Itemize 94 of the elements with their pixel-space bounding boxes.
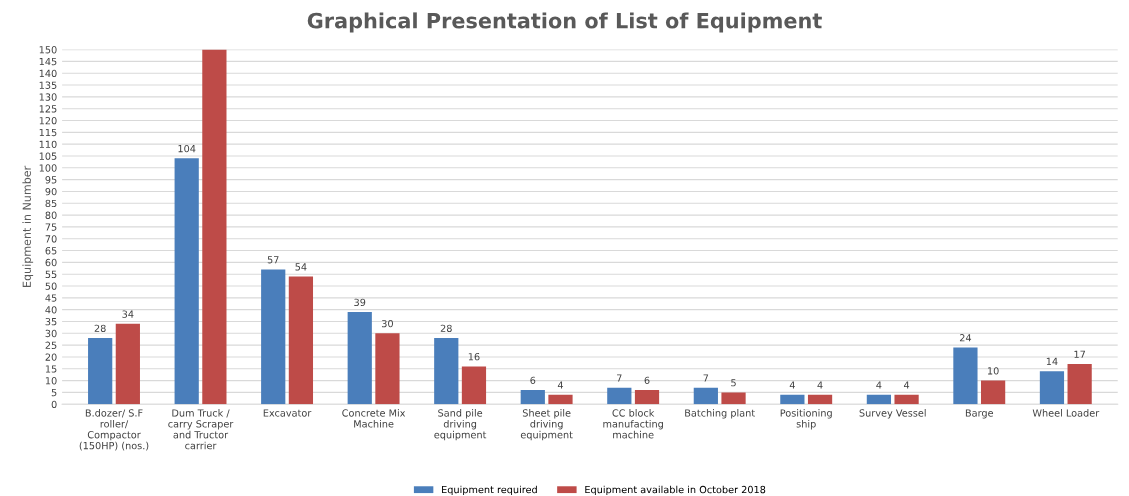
y-tick-label: 120 xyxy=(39,117,57,125)
bar xyxy=(721,392,746,405)
x-tick-label: Survey Vessel xyxy=(859,409,926,419)
bar xyxy=(115,323,140,405)
y-tick-label: 90 xyxy=(45,187,57,196)
y-tick-label: 10 xyxy=(45,377,57,385)
data-label: 4 xyxy=(817,381,823,389)
y-tick-label: 135 xyxy=(39,81,57,89)
bar xyxy=(261,269,286,405)
bar xyxy=(88,338,113,405)
data-label: 16 xyxy=(468,353,480,361)
y-tick-label: 115 xyxy=(39,128,57,137)
x-tick-label: Barge xyxy=(965,409,994,419)
y-tick-label: 100 xyxy=(39,164,57,172)
bar xyxy=(953,347,978,405)
y-axis-title: Equipment in Number xyxy=(22,165,34,287)
bar xyxy=(288,276,314,405)
data-label: 4 xyxy=(903,381,910,389)
data-label: 34 xyxy=(122,310,134,318)
x-tick-label: Sheet pile driving equipment xyxy=(520,409,573,441)
bar xyxy=(347,312,372,405)
y-tick-label: 85 xyxy=(45,199,57,208)
y-tick-label: 45 xyxy=(45,294,57,302)
x-tick-label: Concrete Mix Machine xyxy=(342,409,406,428)
y-tick-label: 75 xyxy=(45,223,57,231)
y-tick-label: 105 xyxy=(39,152,57,160)
data-label: 7 xyxy=(703,374,709,382)
bar xyxy=(634,390,660,405)
bar xyxy=(202,49,227,405)
bar xyxy=(981,380,1006,405)
bar xyxy=(375,333,400,405)
y-tick-label: 55 xyxy=(45,270,57,279)
data-label: 5 xyxy=(731,379,736,387)
y-tick-label: 80 xyxy=(45,211,57,219)
data-label: 4 xyxy=(876,381,882,389)
y-tick-label: 145 xyxy=(39,58,57,66)
data-label: 57 xyxy=(267,256,279,264)
y-tick-label: 35 xyxy=(45,317,57,326)
bar xyxy=(1039,371,1065,405)
data-label: 10 xyxy=(987,367,999,375)
y-tick-label: 60 xyxy=(45,258,57,267)
x-tick-label: Dum Truck / carry Scraper and Tructor carrier xyxy=(168,409,234,450)
y-tick-label: 65 xyxy=(45,247,57,255)
y-tick-label: 125 xyxy=(39,105,57,113)
data-label: 39 xyxy=(354,298,366,306)
data-label: 30 xyxy=(381,319,393,328)
x-tick-label: Sand pile driving equipment xyxy=(434,409,487,441)
data-label: 54 xyxy=(295,263,307,271)
bar xyxy=(693,387,718,405)
y-tick-label: 0 xyxy=(51,400,57,409)
y-tick-label: 150 xyxy=(39,46,57,54)
bar xyxy=(174,158,199,405)
data-label: 28 xyxy=(440,324,452,332)
bar xyxy=(780,394,805,405)
x-tick-label: B.dozer/ S.F roller/ Compactor (150HP) (nos.) xyxy=(79,409,149,451)
data-label: 4 xyxy=(789,381,795,389)
data-label: 104 xyxy=(178,144,196,153)
y-tick-label: 140 xyxy=(39,69,57,78)
data-label: 24 xyxy=(959,334,972,342)
data-label: 14 xyxy=(1046,357,1058,365)
y-tick-label: 20 xyxy=(45,353,57,361)
bar xyxy=(807,394,833,405)
x-tick-label: Batching plant xyxy=(685,409,755,419)
legend-label: Equipment required xyxy=(442,485,537,496)
y-tick-label: 15 xyxy=(45,365,57,373)
data-label: 6 xyxy=(530,376,536,384)
bar xyxy=(1067,364,1092,405)
bar xyxy=(894,394,919,405)
x-tick-label: Excavator xyxy=(263,409,312,417)
bar xyxy=(520,390,545,405)
bar xyxy=(461,366,487,405)
y-tick-label: 5 xyxy=(51,389,57,397)
y-tick-label: 40 xyxy=(45,306,57,314)
x-tick-label: Wheel Loader xyxy=(1032,409,1100,417)
bar xyxy=(548,394,573,405)
y-tick-label: 95 xyxy=(45,176,57,184)
legend-label: Equipment available in October 2018 xyxy=(585,485,766,496)
y-tick-label: 25 xyxy=(45,341,57,349)
data-label: 7 xyxy=(617,374,622,382)
y-tick-label: 50 xyxy=(45,282,57,290)
bar xyxy=(866,394,892,405)
x-tick-label: CC block manufacting machine xyxy=(603,409,663,439)
bar xyxy=(434,338,459,405)
y-tick-label: 110 xyxy=(39,140,57,148)
data-label: 6 xyxy=(644,376,650,384)
chart-title: Graphical Presentation of List of Equipment xyxy=(307,12,822,33)
y-tick-label: 30 xyxy=(45,329,57,338)
x-tick-label: Positioning ship xyxy=(780,409,832,430)
y-tick-label: 130 xyxy=(39,93,57,101)
data-label: 17 xyxy=(1074,350,1085,358)
y-tick-label: 70 xyxy=(45,235,57,243)
bar xyxy=(607,387,632,405)
data-label: 4 xyxy=(557,381,564,389)
data-label: 28 xyxy=(94,324,106,332)
